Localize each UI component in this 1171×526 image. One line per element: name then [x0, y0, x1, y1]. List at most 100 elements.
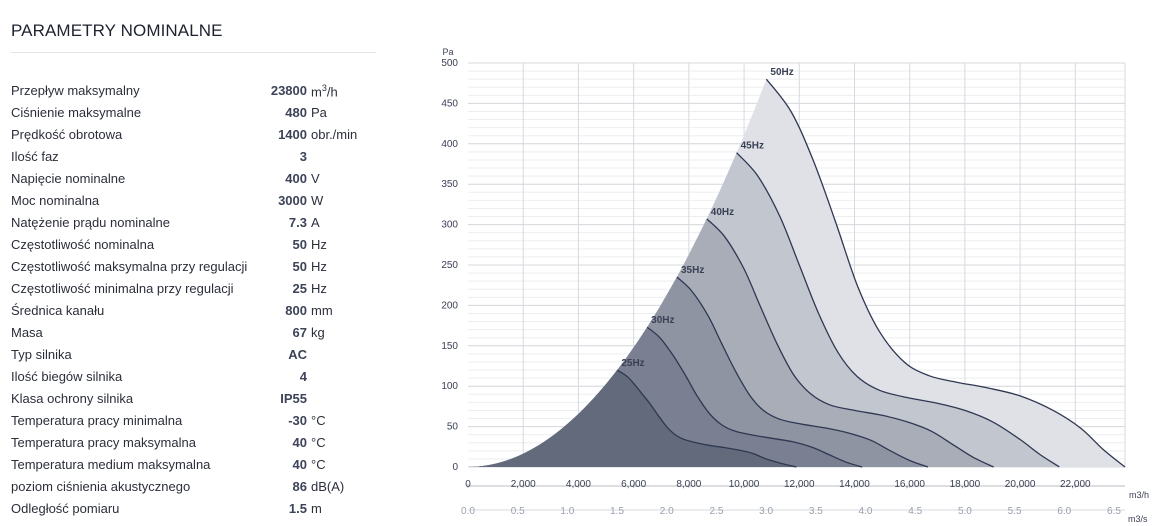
y-tick-label: 450: [441, 98, 458, 109]
parameter-value: 3: [299, 149, 307, 164]
parameter-value: AC: [288, 347, 307, 362]
parameter-label: Prędkość obrotowa: [11, 127, 123, 142]
x2-tick-label: 3.0: [759, 506, 773, 517]
parameter-row: Ciśnienie maksymalne 480 Pa: [11, 102, 381, 124]
parameter-label: Natężenie prądu nominalne: [11, 215, 170, 230]
parameter-label: Typ silnika: [11, 347, 72, 362]
parameter-label: Ciśnienie maksymalne: [11, 105, 142, 120]
x-tick-label: 6,000: [621, 479, 646, 490]
series-label: 30Hz: [651, 315, 674, 326]
parameter-value: 40: [292, 457, 307, 472]
parameter-row: Częstotliwość minimalna przy regulacji 25…: [11, 278, 381, 300]
y-tick-label: 300: [441, 220, 458, 231]
parameter-value: 23800: [270, 83, 307, 98]
parameter-label: Średnica kanału: [11, 303, 105, 318]
x2-tick-label: 0.0: [461, 506, 475, 517]
x2-tick-label: 1.5: [610, 506, 624, 517]
x-tick-label: 4,000: [566, 479, 591, 490]
series-line-30Hz: [646, 326, 863, 468]
parameter-label: poziom ciśnienia akustycznego: [11, 479, 191, 494]
parameter-value: 4: [299, 369, 307, 384]
parameter-label: Napięcie nominalne: [11, 171, 126, 186]
parameter-label: Przepływ maksymalny: [11, 83, 140, 98]
x2-tick-label: 2.0: [660, 506, 674, 517]
parameter-unit: dB(A): [311, 479, 345, 494]
x-tick-label: 8,000: [676, 479, 701, 490]
parameter-label: Temperatura pracy maksymalna: [11, 435, 196, 450]
parameter-value: 480: [285, 105, 307, 120]
parameter-label: Częstotliwość nominalna: [11, 237, 155, 252]
parameter-value: 40: [292, 435, 307, 450]
y-tick-label: 250: [441, 260, 458, 271]
x-tick-label: 18,000: [950, 479, 981, 490]
parameter-unit: obr./min: [311, 127, 358, 142]
parameter-value: 400: [285, 171, 307, 186]
x2-tick-label: 6.5: [1107, 506, 1121, 517]
x-tick-label: 20,000: [1005, 479, 1036, 490]
y-tick-label: 500: [441, 58, 458, 69]
parameter-unit: m: [311, 501, 322, 516]
parameter-value: -30: [288, 413, 307, 428]
parameter-value: 25: [292, 281, 307, 296]
series-line-45Hz: [736, 152, 1060, 468]
parameter-row: Prędkość obrotowa 1400 obr./min: [11, 124, 381, 146]
series-label: 40Hz: [711, 207, 734, 218]
parameter-label: Temperatura pracy minimalna: [11, 413, 183, 428]
parameter-label: Masa: [11, 325, 43, 340]
parameter-row: Ilość biegów silnika 4: [11, 366, 381, 388]
parameter-unit: Hz: [311, 259, 327, 274]
x-axis-label: m3/h: [1129, 490, 1149, 500]
parameter-unit: Hz: [311, 281, 327, 296]
parameter-unit: A: [311, 215, 320, 230]
y-tick-label: 400: [441, 139, 458, 150]
series-line-40Hz: [706, 218, 994, 468]
y-tick-label: 50: [447, 422, 459, 433]
y-tick-label: 200: [441, 300, 458, 311]
x2-tick-label: 1.0: [560, 506, 574, 517]
parameter-label: Moc nominalna: [11, 193, 100, 208]
parameter-label: Częstotliwość maksymalna przy regulacji: [11, 259, 248, 274]
parameter-unit: Pa: [311, 105, 327, 120]
parameter-value: 1400: [278, 127, 307, 142]
x2-tick-label: 3.5: [809, 506, 823, 517]
y-axis-label: Pa: [442, 47, 453, 57]
parameter-value: 67: [292, 325, 307, 340]
x2-tick-label: 4.5: [908, 506, 922, 517]
parameter-value: 7.3: [288, 215, 307, 230]
x-tick-label: 2,000: [511, 479, 536, 490]
parameter-row: Ilość faz 3: [11, 146, 381, 168]
series-label: 35Hz: [681, 265, 704, 276]
title-divider: [11, 52, 376, 53]
x2-tick-label: 0.5: [511, 506, 525, 517]
parameter-unit: mm: [311, 303, 333, 318]
x2-tick-label: 5.0: [958, 506, 972, 517]
parameter-row: Masa 67 kg: [11, 322, 381, 344]
x-tick-label: 14,000: [839, 479, 870, 490]
y-tick-label: 100: [441, 381, 458, 392]
parameters-list: Przepływ maksymalny 23800 m3/h Ciśnienie ma…: [11, 80, 381, 520]
parameter-value: 50: [292, 259, 307, 274]
parameter-label: Odległość pomiaru: [11, 501, 120, 516]
parameter-row: Typ silnika AC: [11, 344, 381, 366]
series-line-50Hz: [765, 78, 1126, 468]
parameter-row: Moc nominalna 3000 W: [11, 190, 381, 212]
x2-tick-label: 5.5: [1008, 506, 1022, 517]
series-label: 50Hz: [770, 67, 793, 78]
parameter-value: 800: [285, 303, 307, 318]
parameter-value: 1.5: [288, 501, 307, 516]
parameter-unit: m3/h: [311, 83, 338, 100]
x2-tick-label: 2.5: [709, 506, 723, 517]
series-line-35Hz: [676, 276, 929, 468]
parameter-row: Średnica kanału 800 mm: [11, 300, 381, 322]
parameter-row: poziom ciśnienia akustycznego 86 dB(A): [11, 476, 381, 498]
parameter-row: Temperatura medium maksymalna 40 °C: [11, 454, 381, 476]
parameter-row: Temperatura pracy maksymalna 40 °C: [11, 432, 381, 454]
series-line-25Hz: [616, 369, 797, 468]
parameter-row: Klasa ochrony silnika IP55: [11, 388, 381, 410]
parameter-unit: W: [311, 193, 324, 208]
parameter-row: Przepływ maksymalny 23800 m3/h: [11, 80, 381, 102]
x2-tick-label: 6.0: [1057, 506, 1071, 517]
parameter-value: 3000: [278, 193, 307, 208]
fan-performance-chart: 50Hz 45Hz 40Hz 35Hz 30Hz 25Hz 0 50 100 150 200 250 3…: [441, 47, 1149, 524]
parameter-unit: °C: [311, 413, 326, 428]
